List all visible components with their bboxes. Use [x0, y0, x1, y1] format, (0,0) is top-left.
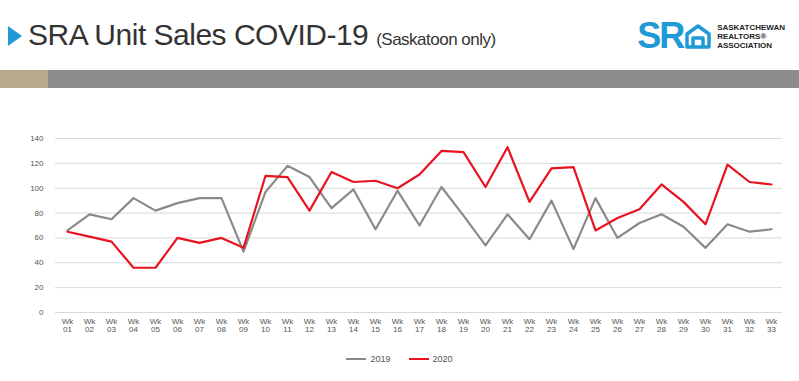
- svg-text:Wk27: Wk27: [634, 317, 647, 334]
- html-text:2019: 2019: [370, 354, 391, 364]
- svg-text:Wk33: Wk33: [766, 317, 779, 334]
- svg-text:Wk13: Wk13: [326, 317, 339, 334]
- svg-text:Wk04: Wk04: [128, 317, 141, 334]
- svg-text:Wk07: Wk07: [194, 317, 207, 334]
- svg-text:Wk08: Wk08: [216, 317, 229, 334]
- svg-text:120: 120: [30, 159, 44, 168]
- svg-text:20: 20: [35, 283, 44, 292]
- svg-text:Wk11: Wk11: [282, 317, 295, 334]
- svg-text:Wk23: Wk23: [546, 317, 559, 334]
- svg-text:40: 40: [35, 258, 44, 267]
- svg-text:Wk03: Wk03: [106, 317, 119, 334]
- svg-text:0: 0: [39, 308, 44, 317]
- html-text:REALTORS®: REALTORS®: [717, 31, 767, 41]
- svg-text:Wk25: Wk25: [590, 317, 603, 334]
- svg-text:Wk15: Wk15: [370, 317, 383, 334]
- svg-text:Wk17: Wk17: [414, 317, 427, 334]
- svg-text:Wk12: Wk12: [304, 317, 317, 334]
- html-text:SRA Unit Sales COVID-19(Saskat: SRA Unit Sales COVID-19(Saskatoon only): [28, 18, 496, 51]
- svg-text:Wk24: Wk24: [568, 317, 581, 334]
- svg-text:60: 60: [35, 233, 44, 242]
- html-text:SR: SR: [637, 15, 684, 56]
- svg-text:Wk05: Wk05: [150, 317, 163, 334]
- html-text:ASSOCIATION: ASSOCIATION: [717, 40, 773, 50]
- svg-text:Wk06: Wk06: [172, 317, 185, 334]
- svg-text:Wk16: Wk16: [392, 317, 405, 334]
- svg-text:Wk22: Wk22: [524, 317, 537, 334]
- svg-text:140: 140: [30, 134, 44, 143]
- svg-text:Wk01: Wk01: [62, 317, 75, 334]
- svg-text:Wk09: Wk09: [238, 317, 251, 334]
- svg-text:Wk30: Wk30: [700, 317, 713, 334]
- svg-text:Wk02: Wk02: [84, 317, 97, 334]
- svg-text:Wk26: Wk26: [612, 317, 625, 334]
- svg-text:Wk19: Wk19: [458, 317, 471, 334]
- html-text:2020: 2020: [432, 354, 453, 364]
- svg-text:80: 80: [35, 209, 44, 218]
- svg-text:Wk14: Wk14: [348, 317, 361, 334]
- svg-text:Wk20: Wk20: [480, 317, 493, 334]
- svg-text:Wk29: Wk29: [678, 317, 691, 334]
- html-text:SASKATCHEWAN: SASKATCHEWAN: [717, 22, 785, 32]
- svg-text:Wk32: Wk32: [744, 317, 757, 334]
- svg-text:Wk21: Wk21: [502, 317, 515, 334]
- svg-text:Wk28: Wk28: [656, 317, 669, 334]
- svg-text:100: 100: [30, 184, 44, 193]
- svg-text:Wk10: Wk10: [260, 317, 273, 334]
- svg-text:Wk18: Wk18: [436, 317, 449, 334]
- svg-text:Wk31: Wk31: [722, 317, 735, 334]
